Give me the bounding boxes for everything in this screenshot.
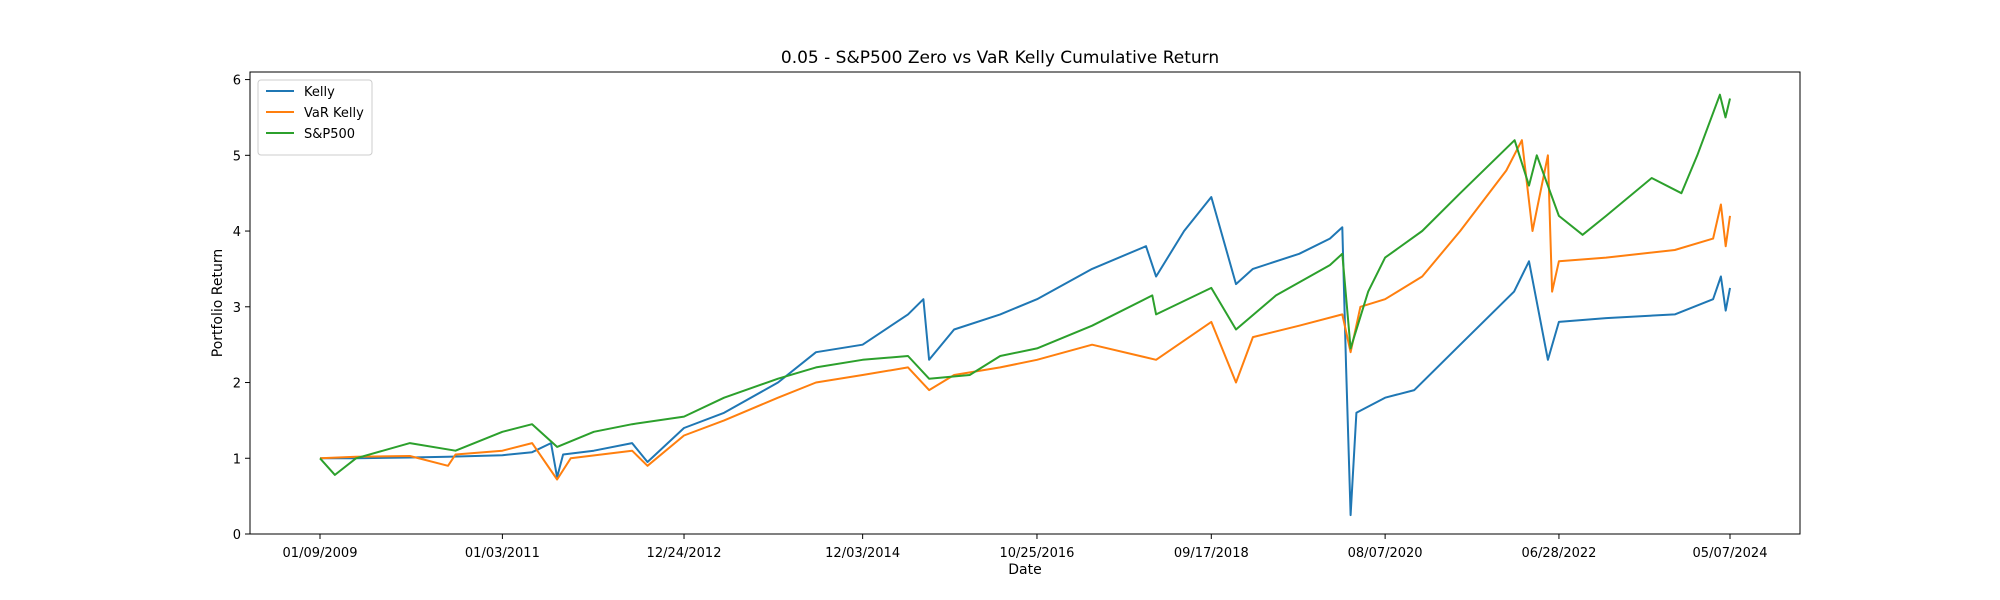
x-tick-label: 01/03/2011 (465, 546, 540, 561)
legend-label: VaR Kelly (304, 106, 364, 121)
plot-area-frame (249, 71, 1801, 535)
series-line-kelly (320, 196, 1731, 517)
y-tick-label: 5 (233, 149, 241, 164)
series-layer (319, 93, 1731, 517)
x-tick-label: 09/17/2018 (1174, 546, 1249, 561)
y-axis-label: Portfolio Return (210, 249, 226, 358)
y-tick-label: 0 (233, 528, 241, 543)
series-line-var-kelly (319, 139, 1731, 481)
x-tick-label: 06/28/2022 (1521, 546, 1596, 561)
x-tick-label: 12/03/2014 (825, 546, 900, 561)
x-axis-label: Date (1008, 562, 1041, 578)
x-axis: 01/09/2009 01/03/2011 12/24/2012 12/03/2014… (283, 534, 1768, 561)
y-axis: 0 1 2 3 4 5 6 (233, 74, 250, 543)
x-tick-label: 08/07/2020 (1348, 546, 1423, 561)
y-tick-label: 3 (233, 301, 241, 316)
x-tick-label: 10/25/2016 (999, 546, 1074, 561)
legend-label: S&P500 (304, 127, 355, 142)
y-tick-label: 4 (233, 225, 241, 240)
x-tick-label: 12/24/2012 (647, 546, 722, 561)
y-tick-label: 1 (233, 452, 241, 467)
x-tick-label: 01/09/2009 (283, 546, 358, 561)
chart-title: 0.05 - S&P500 Zero vs VaR Kelly Cumulati… (781, 48, 1219, 68)
x-tick-label: 05/07/2024 (1693, 546, 1768, 561)
y-tick-label: 2 (233, 377, 241, 392)
series-line-s-p500 (319, 93, 1731, 476)
y-tick-label: 6 (233, 74, 241, 89)
legend-label: Kelly (304, 85, 335, 100)
legend: Kelly VaR Kelly S&P500 (257, 79, 373, 156)
legend-box (257, 79, 373, 156)
